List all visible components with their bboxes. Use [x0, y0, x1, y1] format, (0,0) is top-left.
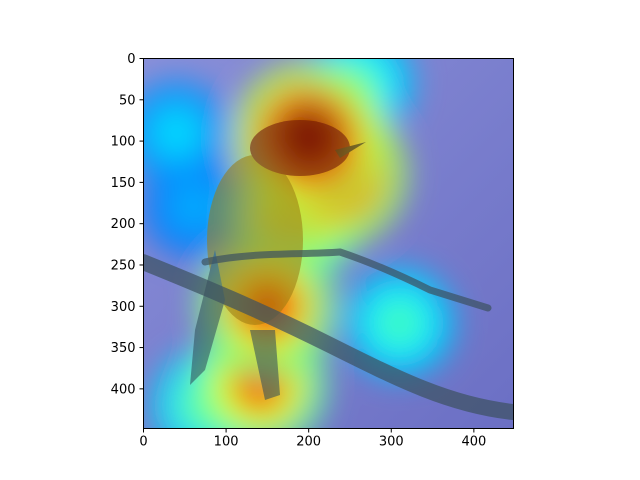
x-tick-label: 0	[139, 435, 147, 450]
y-tick-label: 150	[111, 176, 136, 191]
plot-frame	[143, 58, 514, 429]
x-axis: 0 100 200 300 400	[139, 428, 486, 450]
y-axis: 0 50 100 150 200 250 300 350 400	[111, 52, 144, 397]
y-tick-label: 300	[111, 300, 136, 315]
branch	[143, 248, 514, 420]
y-tick-label: 100	[111, 135, 136, 150]
heat-blob	[154, 111, 199, 155]
y-tick-label: 350	[111, 341, 136, 356]
y-tick-label: 50	[119, 93, 136, 108]
heatmap-image	[143, 58, 514, 429]
heat-layer	[143, 58, 458, 429]
y-tick-label: 0	[127, 52, 135, 67]
heat-blob	[172, 186, 215, 229]
y-tick-label: 250	[111, 258, 136, 273]
x-tick-label: 100	[214, 435, 239, 450]
x-tick-label: 400	[461, 435, 486, 450]
x-tick-label: 300	[379, 435, 404, 450]
y-tick-label: 400	[111, 382, 136, 397]
bird-silhouette	[190, 120, 366, 400]
x-tick-label: 200	[296, 435, 321, 450]
heat-blob	[376, 299, 423, 346]
y-tick-label: 200	[111, 217, 136, 232]
